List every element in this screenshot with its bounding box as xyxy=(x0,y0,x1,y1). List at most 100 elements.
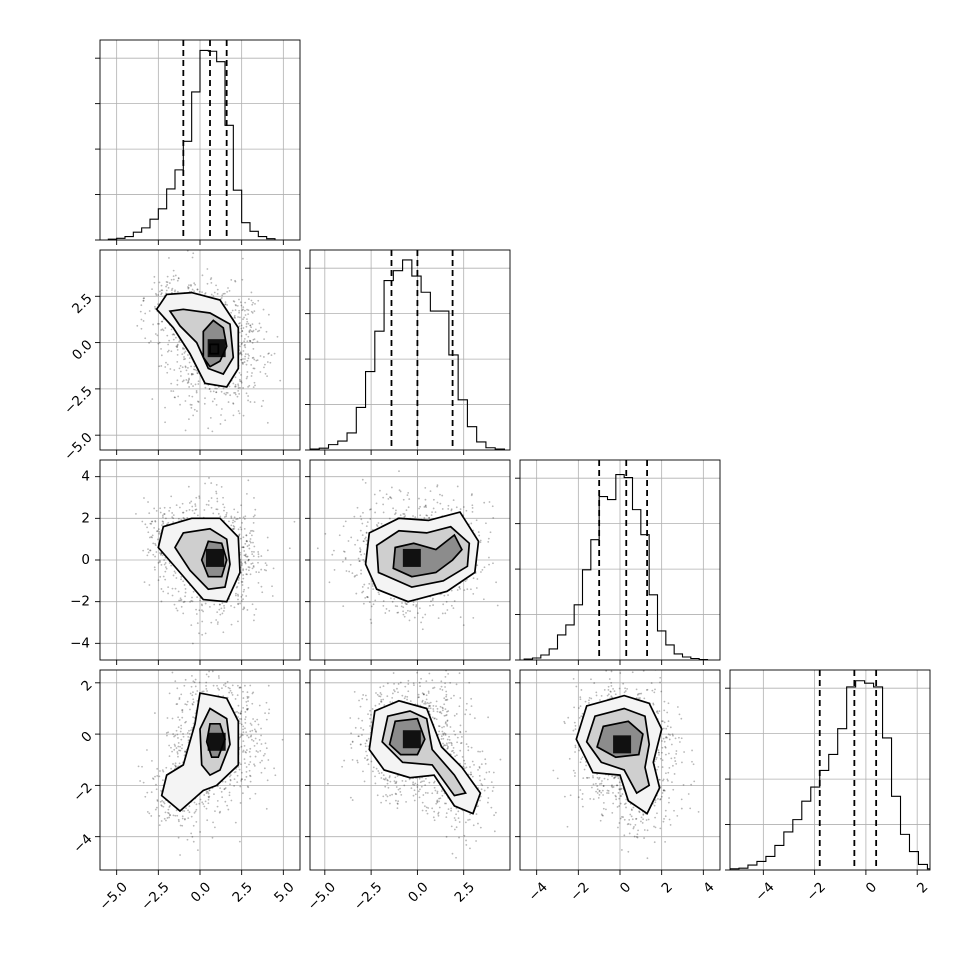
scatter-point xyxy=(265,569,268,572)
scatter-point xyxy=(389,496,392,499)
scatter-point xyxy=(237,598,239,601)
scatter-point xyxy=(405,611,407,614)
scatter-point xyxy=(356,574,358,577)
scatter-point xyxy=(195,808,198,811)
scatter-point xyxy=(362,559,365,561)
scatter-point xyxy=(244,343,246,346)
scatter-point xyxy=(398,470,400,473)
scatter-point xyxy=(240,504,242,507)
scatter-point xyxy=(177,590,180,593)
scatter-point xyxy=(184,703,187,705)
scatter-point xyxy=(161,289,164,292)
scatter-point xyxy=(181,815,184,818)
scatter-point xyxy=(483,566,486,569)
scatter-point xyxy=(367,737,370,740)
scatter-point xyxy=(196,372,199,375)
scatter-point xyxy=(245,770,248,773)
scatter-point xyxy=(244,555,247,558)
scatter-point xyxy=(181,716,184,719)
scatter-point xyxy=(529,811,531,813)
scatter-point xyxy=(159,800,162,803)
scatter-point xyxy=(437,617,440,620)
scatter-point xyxy=(187,286,190,289)
scatter-point xyxy=(187,286,189,288)
scatter-point xyxy=(142,297,145,300)
scatter-point xyxy=(170,746,172,749)
panel-3-0: −5.0 −2.5 0.0 2.5 5.020−2−4 xyxy=(70,669,301,914)
scatter-point xyxy=(188,502,191,504)
scatter-point xyxy=(192,368,195,371)
scatter-point xyxy=(267,352,270,355)
scatter-point xyxy=(188,386,191,388)
scatter-point xyxy=(237,765,240,768)
scatter-point xyxy=(250,724,253,726)
scatter-point xyxy=(356,506,359,509)
scatter-point xyxy=(196,596,199,599)
scatter-point xyxy=(176,360,179,363)
scatter-point xyxy=(242,740,245,743)
scatter-point xyxy=(263,366,265,369)
scatter-point xyxy=(190,685,193,688)
scatter-point xyxy=(403,784,406,787)
scatter-point xyxy=(293,520,296,523)
scatter-point xyxy=(453,600,456,602)
scatter-point xyxy=(413,616,416,619)
scatter-point xyxy=(237,716,239,718)
scatter-point xyxy=(240,327,243,330)
scatter-point xyxy=(201,604,204,607)
scatter-point xyxy=(470,588,472,591)
scatter-point xyxy=(188,378,190,381)
scatter-point xyxy=(178,367,181,370)
scatter-point xyxy=(139,310,142,313)
panel-2-2 xyxy=(515,459,721,665)
y-tick-label: −4 xyxy=(70,635,90,651)
scatter-point xyxy=(241,771,243,774)
scatter-point xyxy=(247,335,250,338)
contour-line-2 xyxy=(200,540,228,578)
scatter-point xyxy=(480,571,482,573)
scatter-point xyxy=(192,691,194,694)
scatter-point xyxy=(164,421,166,424)
scatter-point xyxy=(428,517,431,519)
scatter-point xyxy=(212,684,215,687)
scatter-point xyxy=(244,515,247,518)
scatter-point xyxy=(194,503,197,506)
scatter-point xyxy=(160,289,163,292)
scatter-point xyxy=(157,303,159,306)
scatter-point xyxy=(249,722,252,725)
contour-line-1 xyxy=(199,707,231,777)
scatter-point xyxy=(193,681,196,684)
scatter-point xyxy=(471,504,474,507)
scatter-point xyxy=(238,412,241,415)
scatter-point xyxy=(470,697,473,700)
scatter-point xyxy=(239,712,242,714)
joint-density xyxy=(327,670,531,859)
scatter-point xyxy=(208,789,211,792)
scatter-point xyxy=(170,382,173,385)
scatter-point xyxy=(159,575,162,578)
scatter-point xyxy=(378,695,380,698)
scatter-point xyxy=(194,283,197,286)
scatter-point xyxy=(193,282,196,285)
scatter-point xyxy=(221,602,224,605)
scatter-point xyxy=(432,604,434,606)
scatter-point xyxy=(194,685,197,688)
scatter-point xyxy=(201,274,204,277)
panel-2-0: 420−2−4 xyxy=(70,459,301,665)
scatter-point xyxy=(180,575,183,578)
scatter-point xyxy=(176,348,179,351)
scatter-point xyxy=(369,508,371,511)
scatter-point xyxy=(174,762,177,765)
scatter-point xyxy=(442,732,444,735)
scatter-point xyxy=(247,566,250,568)
panel-1-0: 2.50.0−2.5−5.0 xyxy=(61,249,301,464)
scatter-point xyxy=(403,513,406,515)
scatter-point xyxy=(254,508,257,511)
scatter-point xyxy=(222,684,225,686)
scatter-point xyxy=(263,568,266,571)
scatter-point xyxy=(159,770,161,772)
scatter-point xyxy=(374,599,377,602)
scatter-point xyxy=(184,365,187,368)
scatter-point xyxy=(223,292,226,295)
scatter-point xyxy=(233,314,236,317)
